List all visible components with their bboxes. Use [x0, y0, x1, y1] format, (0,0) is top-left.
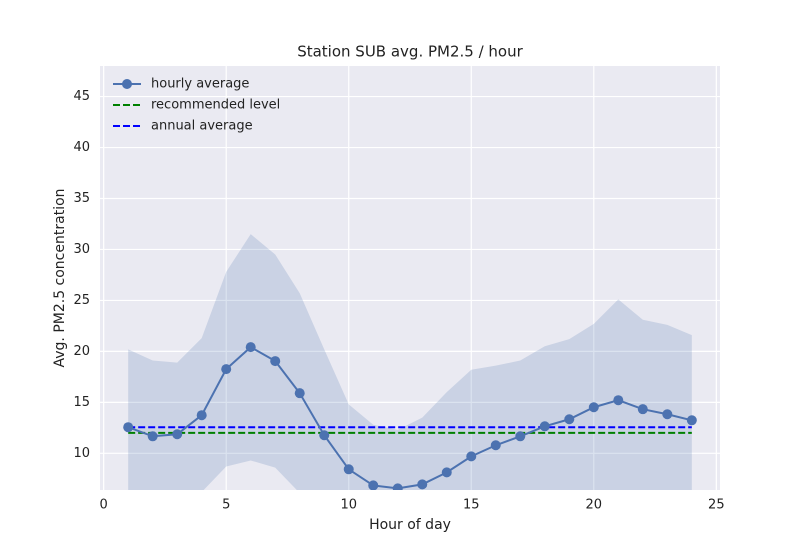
x-tick-label: 20: [586, 498, 603, 513]
y-tick-label: 20: [73, 344, 90, 359]
point: [123, 422, 134, 433]
point: [270, 356, 281, 367]
point: [539, 421, 550, 432]
y-tick-label: 15: [73, 395, 90, 410]
point: [343, 464, 354, 475]
point: [588, 402, 599, 413]
point: [417, 479, 428, 490]
x-tick-label: 0: [100, 498, 108, 513]
legend-label: hourly average: [151, 77, 249, 92]
point: [564, 414, 575, 425]
y-tick-label: 30: [73, 242, 90, 257]
point: [490, 440, 501, 451]
point: [613, 395, 624, 406]
x-tick-label: 15: [463, 498, 480, 513]
y-tick-label: 40: [73, 140, 90, 155]
point: [662, 409, 673, 420]
y-axis-label: Avg. PM2.5 concentration: [52, 188, 68, 367]
y-tick-label: 10: [73, 446, 90, 461]
point: [245, 342, 256, 353]
y-tick-label: 35: [73, 191, 90, 206]
point: [172, 429, 183, 440]
chart-title: Station SUB avg. PM2.5 / hour: [297, 43, 523, 61]
legend: hourly average recommended level annual av…: [113, 77, 280, 134]
point: [515, 431, 526, 442]
point: [441, 467, 452, 478]
point: [637, 404, 648, 415]
legend-marker: [122, 79, 132, 89]
point: [221, 364, 232, 375]
legend-label: annual average: [151, 119, 253, 134]
grid: [100, 66, 720, 490]
x-tick-label: 10: [340, 498, 357, 513]
point: [392, 483, 403, 490]
point: [319, 430, 330, 441]
band: [128, 234, 692, 490]
point: [686, 415, 697, 426]
x-tick-label: 5: [222, 498, 230, 513]
point: [466, 451, 477, 462]
y-tick-label: 45: [73, 89, 90, 104]
legend-label: recommended level: [151, 98, 280, 113]
plot: [123, 234, 697, 490]
point: [294, 388, 305, 399]
point: [196, 410, 207, 421]
point: [147, 431, 158, 442]
x-axis-label: Hour of day: [369, 517, 451, 533]
y-tick-label: 25: [73, 293, 90, 308]
point: [368, 480, 379, 490]
x-tick-label: 25: [708, 498, 725, 513]
